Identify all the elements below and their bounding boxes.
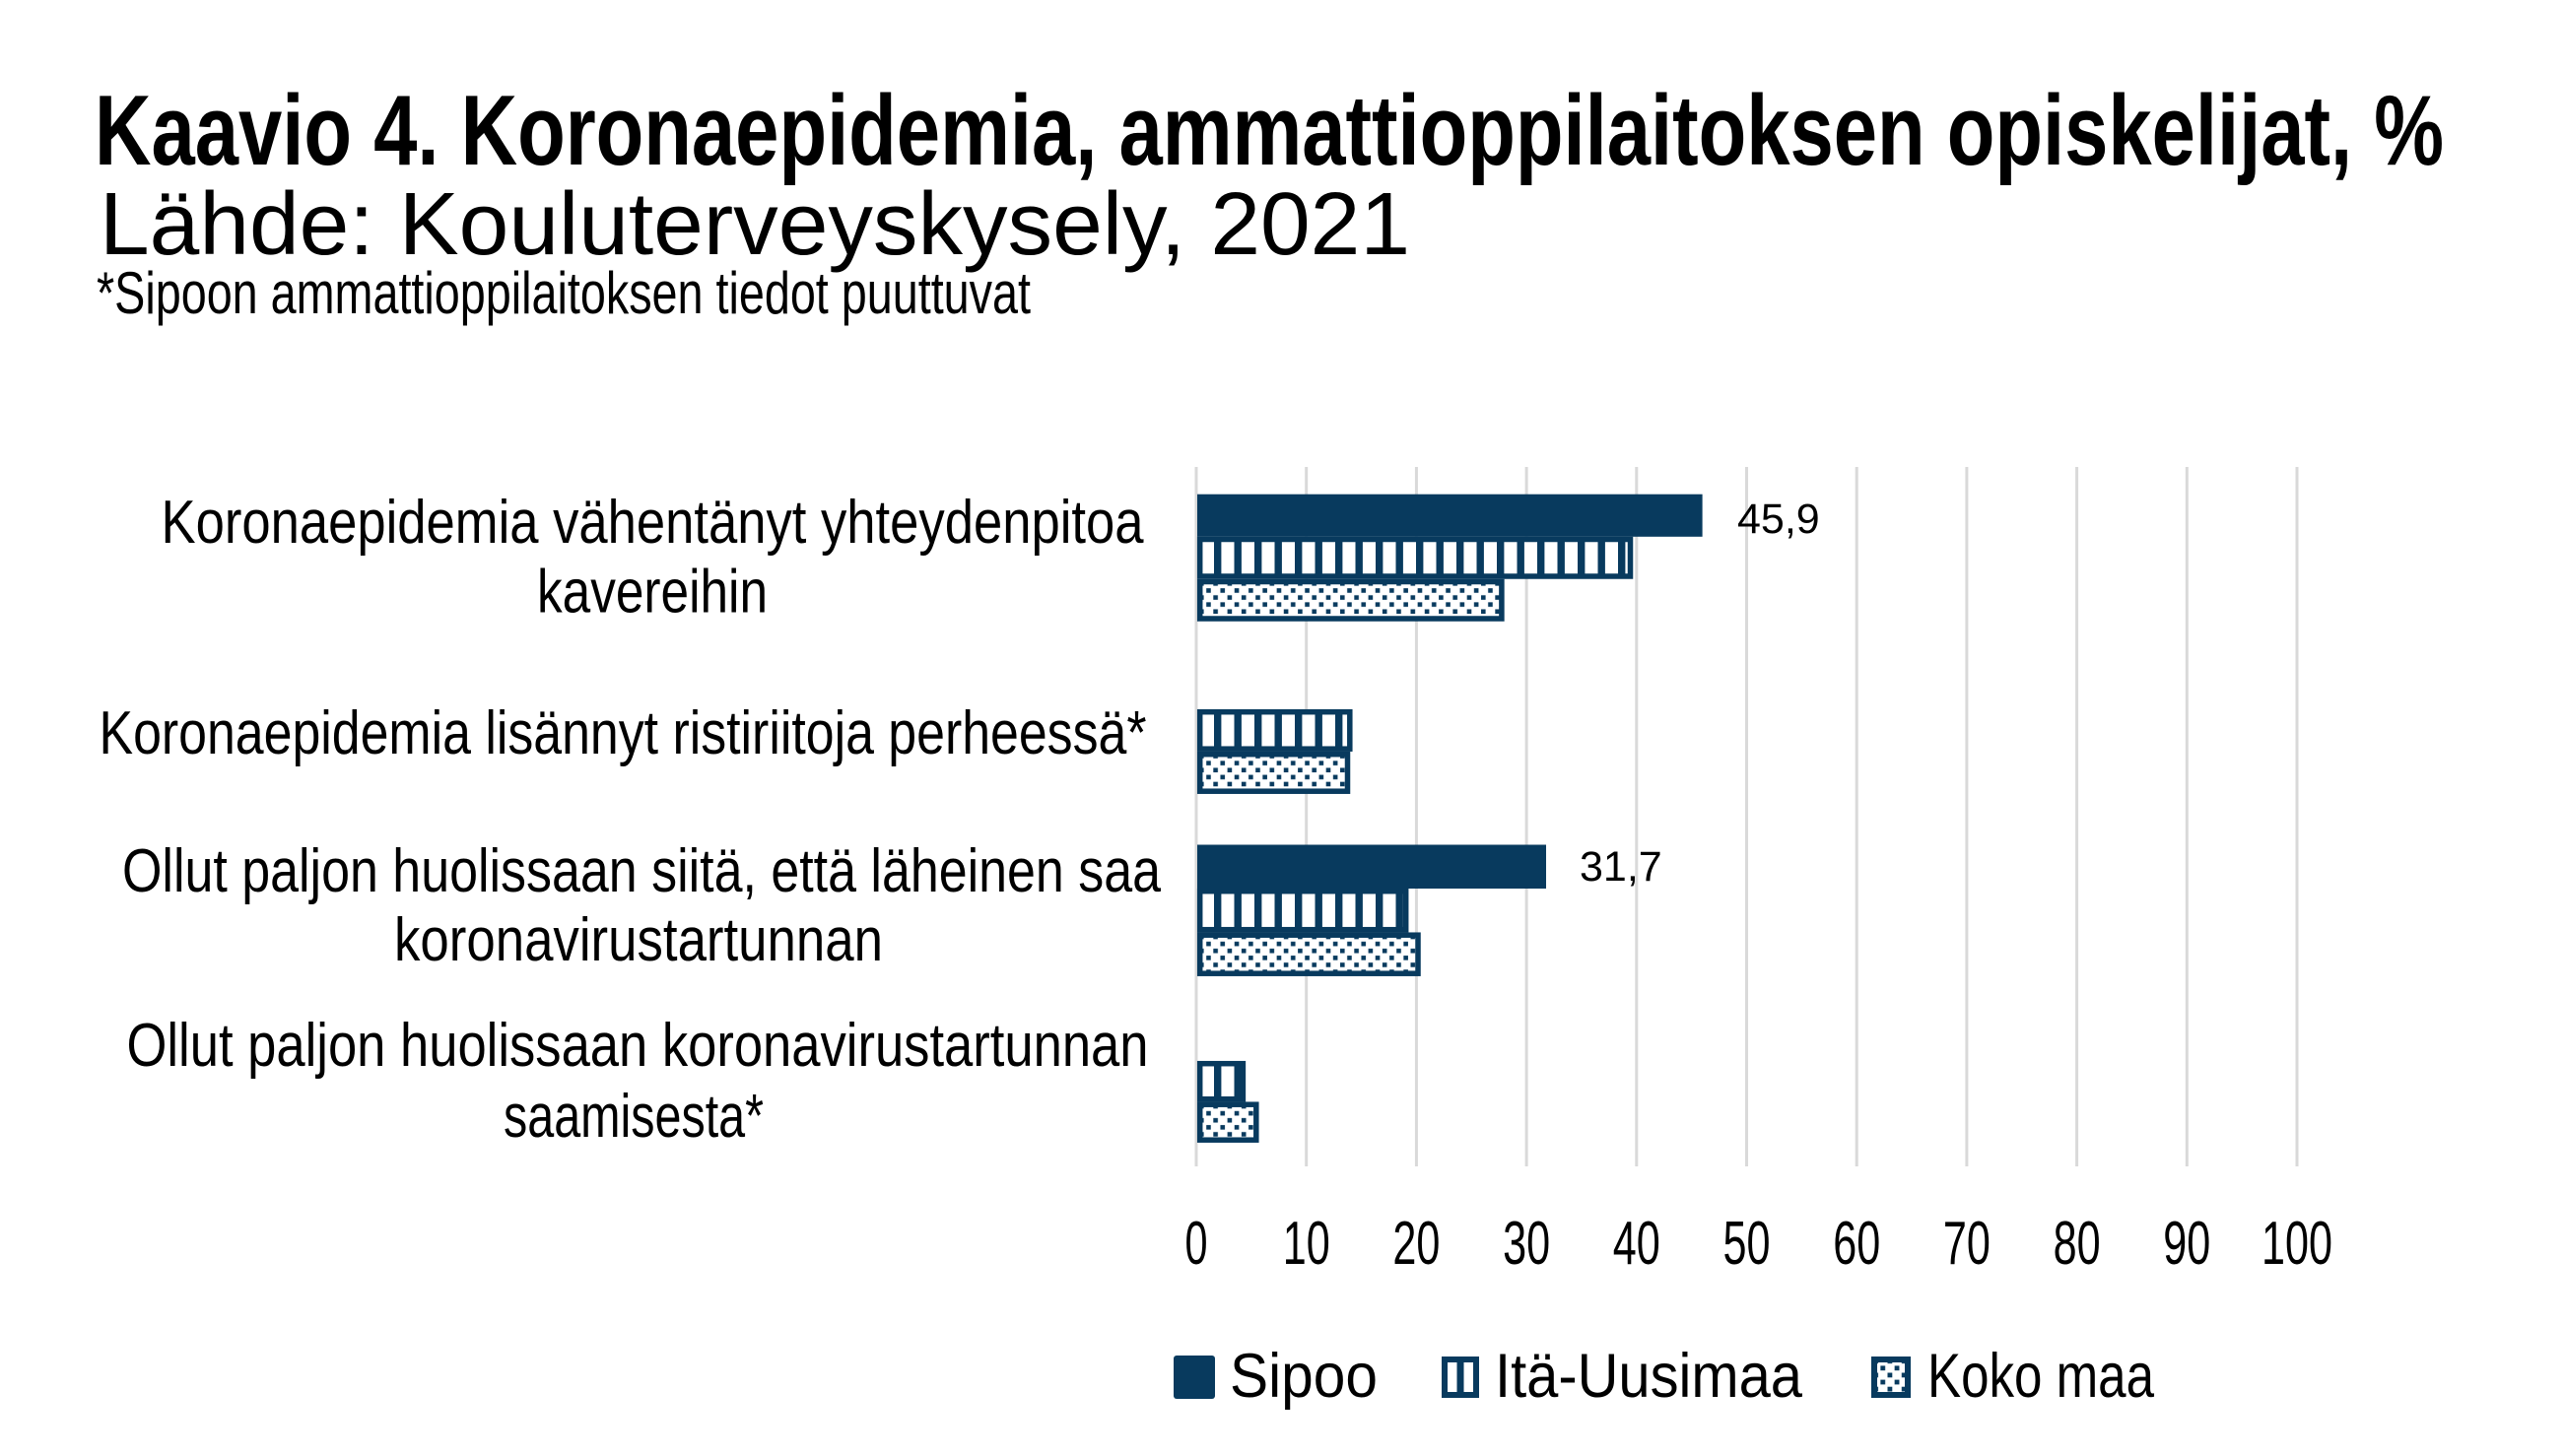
svg-text:45,9: 45,9 [1737, 496, 1820, 543]
svg-text:30: 30 [1503, 1210, 1550, 1278]
svg-text:Sipoo: Sipoo [1230, 1342, 1378, 1411]
svg-text:90: 90 [2163, 1210, 2210, 1278]
svg-text:saamisesta*: saamisesta* [504, 1083, 764, 1151]
svg-text:Ollut paljon huolissaan siitä,: Ollut paljon huolissaan siitä, että lähe… [122, 837, 1161, 905]
svg-text:Lähde: Kouluterveyskysely, 202: Lähde: Kouluterveyskysely, 2021 [100, 175, 1410, 274]
svg-text:Koronaepidemia lisännyt ristir: Koronaepidemia lisännyt ristiriitoja per… [100, 699, 1147, 767]
svg-text:10: 10 [1283, 1210, 1330, 1278]
svg-text:*Sipoon ammattioppilaitoksen t: *Sipoon ammattioppilaitoksen tiedot puut… [97, 260, 1031, 326]
svg-text:Kaavio 4. Koronaepidemia, amma: Kaavio 4. Koronaepidemia, ammattioppilai… [95, 76, 2444, 186]
svg-text:60: 60 [1833, 1210, 1880, 1278]
svg-text:20: 20 [1392, 1210, 1440, 1278]
svg-text:0: 0 [1185, 1210, 1208, 1278]
svg-text:kavereihin: kavereihin [537, 559, 768, 627]
svg-text:80: 80 [2054, 1210, 2101, 1278]
svg-text:Koko maa: Koko maa [1927, 1342, 2155, 1411]
svg-text:31,7: 31,7 [1580, 843, 1662, 891]
svg-text:Koronaepidemia vähentänyt yhte: Koronaepidemia vähentänyt yhteydenpitoa [162, 489, 1144, 557]
svg-text:Ollut paljon huolissaan korona: Ollut paljon huolissaan koronavirustartu… [127, 1012, 1149, 1080]
svg-text:50: 50 [1723, 1210, 1771, 1278]
svg-text:100: 100 [2261, 1210, 2332, 1278]
svg-text:40: 40 [1613, 1210, 1660, 1278]
svg-text:Itä-Uusimaa: Itä-Uusimaa [1495, 1342, 1803, 1411]
svg-text:koronavirustartunnan: koronavirustartunnan [394, 906, 883, 974]
svg-text:70: 70 [1943, 1210, 1991, 1278]
